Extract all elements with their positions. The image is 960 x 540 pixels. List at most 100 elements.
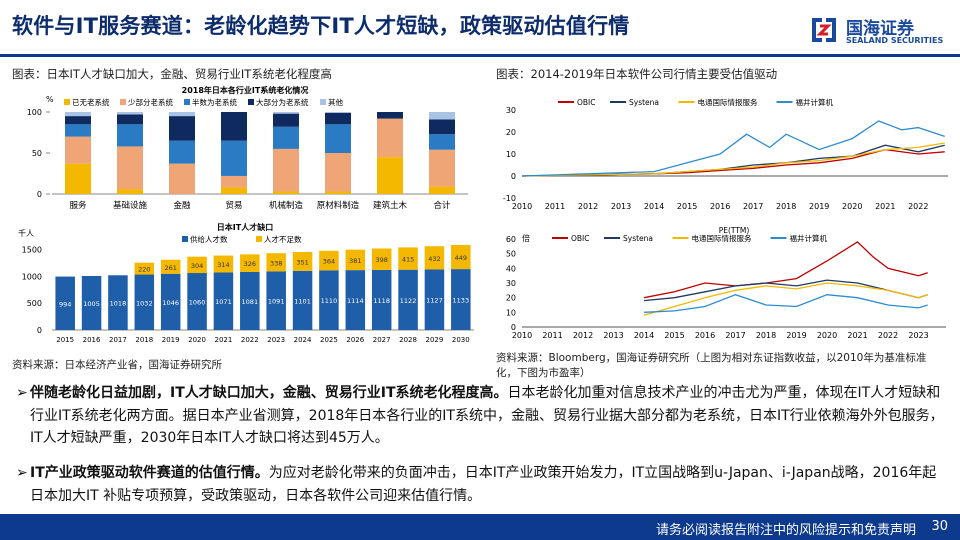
stacked-bar-segment bbox=[221, 187, 247, 194]
supply-data-label: 1133 bbox=[453, 297, 470, 305]
supply-bar bbox=[319, 270, 339, 330]
x-tick-label: 2018 bbox=[776, 202, 796, 211]
legend-swatch bbox=[248, 99, 254, 105]
legend-swatch bbox=[182, 236, 188, 242]
pe-ttm-chart: 0 10 20 30 40 50 60 2010 2011 2012 2013 2014 2015 201… bbox=[506, 226, 946, 340]
stacked-bar-segment bbox=[65, 116, 91, 125]
stacked-bar-segment bbox=[325, 153, 351, 192]
x-tick-label: 2013 bbox=[603, 331, 623, 340]
stacked-bar-segment bbox=[273, 113, 299, 127]
shortage-bar bbox=[187, 256, 207, 274]
legend-swatch bbox=[320, 99, 326, 105]
x-tick-label: 服务 bbox=[69, 200, 87, 211]
legend-label: 半数为老系统 bbox=[192, 97, 237, 107]
x-tick-label: 2017 bbox=[725, 331, 745, 340]
shortage-bar bbox=[240, 254, 260, 272]
stacked-bar-segment bbox=[117, 112, 143, 115]
bullet-paragraph-2: ➢ IT产业政策驱动软件赛道的估值行情。为应对老龄化带来的负面冲击，日本IT产业… bbox=[16, 462, 946, 507]
legend-label: 其他 bbox=[328, 97, 343, 107]
x-tick-label: 2016 bbox=[710, 202, 730, 211]
bullet-arrow-icon: ➢ bbox=[16, 385, 28, 401]
supply-data-label: 1081 bbox=[242, 298, 259, 306]
x-tick-label: 2024 bbox=[294, 336, 312, 344]
shortage-data-label: 220 bbox=[138, 266, 150, 274]
stacked-bar-segment bbox=[273, 126, 299, 149]
shortage-bar bbox=[398, 247, 418, 270]
y-tick-label: 10 bbox=[506, 150, 516, 159]
legend-label: OBIC bbox=[571, 234, 590, 243]
x-tick-label: 2014 bbox=[644, 202, 664, 211]
shortage-data-label: 415 bbox=[402, 256, 414, 264]
supply-data-label: 1118 bbox=[373, 297, 390, 305]
x-tick-label: 基础设施 bbox=[113, 200, 148, 211]
supply-data-label: 1127 bbox=[426, 297, 443, 305]
y-tick-label: 1500 bbox=[22, 245, 42, 254]
supply-bar bbox=[213, 272, 234, 330]
shortage-data-label: 449 bbox=[455, 254, 467, 262]
left-chart-caption: 图表：日本IT人才缺口加大，金融、贸易行业IT系统老化程度高 bbox=[12, 67, 332, 81]
legend-label: 大部分为老系统 bbox=[256, 97, 309, 107]
y-tick-label: 50 bbox=[506, 250, 516, 259]
stacked-bar-segment bbox=[169, 140, 195, 164]
supply-bar bbox=[55, 276, 75, 330]
shortage-data-label: 364 bbox=[323, 258, 335, 266]
stacked-bar-segment bbox=[65, 112, 91, 117]
y-axis-label: 千人 bbox=[18, 228, 34, 238]
supply-data-label: 1114 bbox=[347, 297, 364, 305]
supply-data-label: 1071 bbox=[215, 298, 232, 306]
right-source-line-1: 资料来源：Bloomberg，国海证券研究所（上图为相对东证指数收益，以2010… bbox=[496, 352, 927, 364]
supply-data-label: 1046 bbox=[162, 299, 179, 307]
shortage-data-label: 432 bbox=[428, 255, 440, 263]
x-tick-label: 合计 bbox=[433, 200, 451, 211]
series-line bbox=[521, 148, 945, 177]
x-tick-label: 2015 bbox=[677, 202, 697, 211]
y-tick-label: 500 bbox=[27, 299, 42, 308]
logo-subtext: SEALAND SECURITIES bbox=[846, 36, 944, 45]
supply-bar bbox=[240, 271, 260, 330]
bullet-2-text: 为应对老龄化带来的负面冲击，日本IT产业政策开始发力，IT立国战略到u-Japa… bbox=[30, 465, 937, 504]
stacked-bar-segment bbox=[325, 112, 351, 125]
supply-bar bbox=[398, 269, 418, 330]
x-tick-label: 2012 bbox=[578, 202, 598, 211]
stacked-bar-segment bbox=[273, 148, 299, 192]
x-tick-label: 机械制造 bbox=[269, 200, 304, 211]
x-tick-label: 2020 bbox=[817, 331, 837, 340]
logo-text: 国海证券 bbox=[846, 19, 914, 39]
supply-data-label: 1091 bbox=[268, 298, 285, 306]
y-tick-label: 0 bbox=[37, 190, 42, 199]
x-tick-label: 2023 bbox=[908, 331, 928, 340]
relative-return-chart: -10 0 10 20 30 2010 2011 2012 2013 2014 2015 2016 20… bbox=[503, 98, 948, 211]
stacked-bar-segment bbox=[169, 116, 195, 141]
shortage-bar bbox=[451, 244, 471, 270]
supply-bar bbox=[424, 269, 445, 330]
legend-swatch bbox=[120, 99, 126, 105]
legend-label: 少部分老系统 bbox=[128, 97, 173, 107]
legend-label: 福井计算机 bbox=[796, 98, 834, 107]
supply-data-label: 1110 bbox=[321, 297, 338, 305]
it-legacy-chart: 2018年日本各行业IT系统老化情况% 已无老系统 少部分老系统 半数为老系统 大部分为… bbox=[27, 85, 468, 211]
stacked-bar-segment bbox=[221, 140, 247, 176]
x-tick-label: 2015 bbox=[664, 331, 684, 340]
stacked-bar-segment bbox=[429, 134, 455, 150]
supply-bar bbox=[292, 270, 313, 330]
supply-bar bbox=[81, 275, 102, 330]
x-tick-label: 2030 bbox=[452, 336, 470, 344]
supply-bar bbox=[266, 271, 286, 330]
series-line bbox=[521, 120, 945, 177]
supply-bar bbox=[451, 269, 471, 330]
legend-label: 福井计算机 bbox=[790, 233, 828, 243]
stacked-bar-segment bbox=[221, 175, 247, 188]
x-tick-label: 2019 bbox=[162, 336, 180, 344]
x-tick-label: 2016 bbox=[695, 331, 715, 340]
stacked-bar-segment bbox=[65, 124, 91, 137]
y-tick-label: 10 bbox=[506, 308, 516, 317]
stacked-bar-segment bbox=[377, 112, 403, 119]
left-source-note: 资料来源：日本经济产业省，国海证券研究所 bbox=[12, 359, 222, 371]
y-tick-label: 20 bbox=[506, 128, 516, 137]
shortage-bar bbox=[134, 262, 155, 275]
stacked-bar-segment bbox=[117, 189, 143, 194]
series-line bbox=[643, 294, 928, 313]
x-tick-label: 2017 bbox=[743, 202, 763, 211]
shortage-data-label: 381 bbox=[349, 257, 361, 265]
shortage-bar bbox=[213, 255, 234, 273]
